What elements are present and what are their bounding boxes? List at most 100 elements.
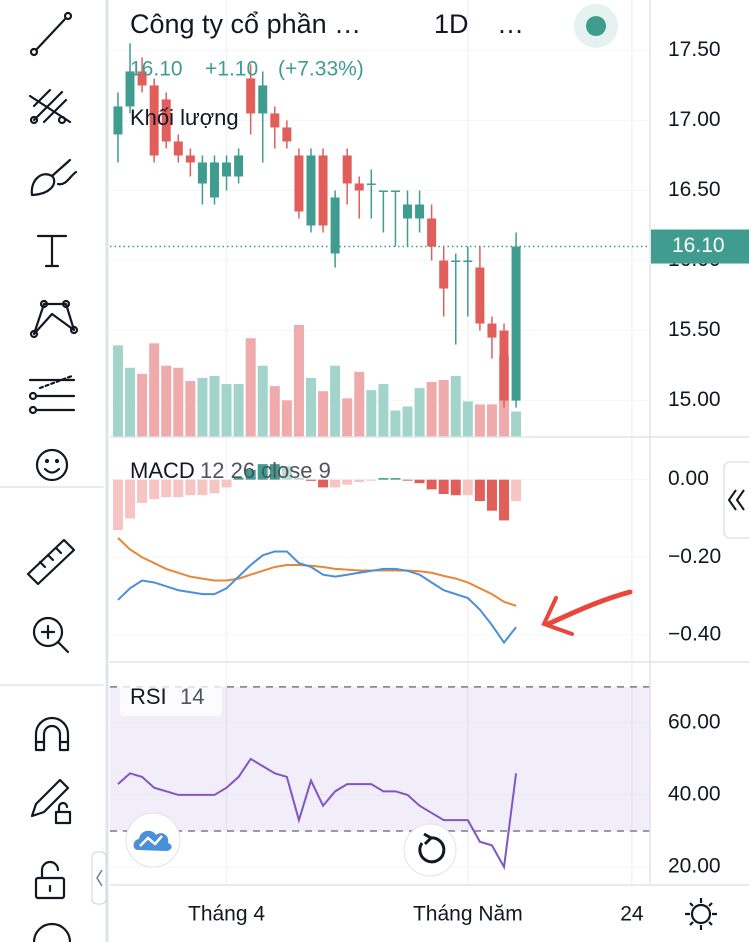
- volume-bar: [209, 375, 220, 437]
- toolbar-collapse[interactable]: [91, 851, 107, 905]
- candle-body: [487, 323, 497, 338]
- last-price-tag: [651, 229, 749, 264]
- macd-title: MACD: [130, 458, 195, 483]
- histogram-bar: [378, 478, 389, 480]
- zoom-tool[interactable]: [32, 616, 70, 654]
- emoji-tool[interactable]: [35, 448, 69, 482]
- candle-body: [403, 204, 413, 219]
- more[interactable]: …: [497, 9, 524, 39]
- brush-tool[interactable]: [30, 158, 78, 197]
- volume-bar: [125, 367, 136, 437]
- volume-bar: [402, 406, 413, 437]
- y-tick-label: 17.50: [668, 38, 721, 61]
- volume-bar: [197, 377, 208, 437]
- histogram-bar: [233, 477, 244, 480]
- volume-bar: [112, 345, 123, 437]
- candle-body: [185, 155, 195, 163]
- histogram-bar: [305, 479, 316, 481]
- reset-button[interactable]: [403, 823, 457, 877]
- candle-body: [270, 113, 280, 128]
- volume-bar: [257, 365, 268, 437]
- trend-line-tool[interactable]: [29, 11, 73, 57]
- candle-body: [197, 162, 207, 184]
- candle-body: [173, 141, 183, 156]
- histogram-bar: [257, 464, 268, 480]
- histogram-bar: [366, 479, 377, 481]
- volume-bar: [354, 371, 365, 437]
- text-tool[interactable]: [36, 234, 68, 268]
- ruler-tool[interactable]: [26, 538, 76, 586]
- y-tick-label: 16.50: [668, 178, 721, 201]
- histogram-bar: [173, 479, 184, 498]
- volume-bar: [173, 367, 184, 437]
- histogram-bar: [245, 469, 256, 480]
- candle-body: [294, 155, 304, 212]
- candle-body: [234, 155, 244, 177]
- y-tick-label: −0.40: [668, 622, 721, 645]
- volume-bar: [330, 365, 341, 437]
- histogram-bar: [197, 479, 208, 496]
- histogram-bar: [221, 479, 232, 488]
- candle-body: [149, 85, 159, 156]
- volume-bar: [486, 404, 497, 437]
- histogram-bar: [125, 479, 136, 519]
- volume-bar: [414, 388, 425, 437]
- histogram-bar: [269, 464, 280, 480]
- candle-body: [246, 78, 256, 114]
- histogram-bar: [185, 479, 196, 496]
- candle-body: [258, 85, 268, 114]
- cloud-button[interactable]: [125, 812, 181, 868]
- histogram-bar: [474, 479, 485, 502]
- symbol-title[interactable]: Công ty cổ phần …: [130, 9, 361, 39]
- macd-line: [117, 550, 517, 645]
- candle-body: [137, 71, 147, 86]
- volume-bar: [511, 411, 522, 437]
- interval[interactable]: 1D: [434, 9, 469, 39]
- volume-bar: [426, 382, 437, 437]
- candle-body: [427, 218, 437, 247]
- magnet-tool[interactable]: [34, 716, 70, 752]
- change: +1.10: [205, 58, 258, 81]
- histogram-bar: [402, 479, 413, 481]
- volume-bar: [293, 325, 304, 437]
- volume-bar: [318, 391, 329, 437]
- volume-bar: [221, 384, 232, 437]
- y-tick-label: 20.00: [668, 855, 721, 878]
- volume-title: Khối lượng: [130, 105, 239, 130]
- lock-drawings-tool[interactable]: [30, 778, 72, 825]
- toolbar: [0, 11, 104, 942]
- candle-body: [330, 197, 340, 254]
- histogram-bar: [462, 479, 473, 496]
- macd-params: 12 26 close 9: [200, 458, 331, 483]
- volume-bar: [137, 373, 148, 437]
- panel-expand[interactable]: [723, 461, 749, 539]
- histogram-bar: [450, 479, 461, 496]
- prediction-tool[interactable]: [28, 374, 76, 415]
- histogram-bar: [511, 479, 522, 502]
- status-dot[interactable]: [586, 16, 606, 36]
- fib-tool[interactable]: [28, 88, 72, 125]
- rsi-title: RSI: [130, 684, 167, 709]
- volume-bar: [378, 384, 389, 437]
- candle-body: [282, 127, 292, 142]
- pattern-tool[interactable]: [29, 299, 79, 339]
- volume-bar: [450, 375, 461, 437]
- histogram-bar: [318, 479, 329, 488]
- histogram-bar: [161, 479, 172, 498]
- candle-body: [366, 183, 376, 185]
- rsi-label-bg: [120, 680, 222, 716]
- lock-tool[interactable]: [34, 860, 66, 900]
- candle-body: [113, 106, 123, 135]
- histogram-bar: [342, 479, 353, 485]
- volume-bar: [305, 377, 316, 437]
- volume-bar: [342, 398, 353, 437]
- candle-body: [354, 183, 364, 191]
- candle-body: [378, 190, 388, 192]
- more-tool[interactable]: [32, 922, 72, 942]
- y-tick-label: 15.00: [668, 388, 721, 411]
- volume-bar: [281, 400, 292, 437]
- volume-bar: [438, 379, 449, 437]
- settings-button[interactable]: [685, 898, 717, 930]
